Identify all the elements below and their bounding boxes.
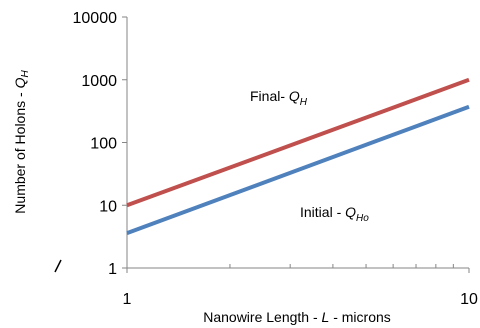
x-tick-label: 1 xyxy=(123,291,132,308)
annotation-final-prefix: Final- xyxy=(250,88,289,104)
x-tick-label: 10 xyxy=(460,291,478,308)
x-axis-title-suffix: - microns xyxy=(329,309,390,325)
x-axis-title-symbol: L xyxy=(322,309,330,325)
annotation-initial-prefix: Initial - xyxy=(300,204,345,220)
y-tick-label: 1000 xyxy=(81,73,117,90)
annotation-final-symbol: Q xyxy=(289,88,300,104)
series-line-final xyxy=(126,77,470,208)
y-tick-label: 10 xyxy=(99,198,117,215)
annotation-final: Final- QH xyxy=(250,88,308,108)
y-axis-title-symbol: Q xyxy=(12,77,28,88)
series-line-initial xyxy=(126,104,470,235)
y-tick-label: 100 xyxy=(90,136,117,153)
annotation-final-subscript: H xyxy=(300,97,308,108)
series-layer xyxy=(126,77,470,235)
stray-mark xyxy=(54,259,62,273)
annotation-initial: Initial - QHo xyxy=(300,204,369,224)
y-axis-title-subscript: H xyxy=(20,70,31,78)
y-axis-title: Number of Holons - QH xyxy=(12,70,31,214)
x-axis-title: Nanowire Length - L - microns xyxy=(203,309,391,325)
annotation-initial-symbol: Q xyxy=(345,204,356,220)
y-tick-label: 1 xyxy=(108,261,117,278)
y-axis-title-prefix: Number of Holons - xyxy=(12,88,28,213)
x-axis-title-prefix: Nanowire Length - xyxy=(203,309,321,325)
annotation-initial-subscript: Ho xyxy=(356,213,369,224)
ticks-layer: 1 10 100 1000 10000 1 10 xyxy=(73,10,479,308)
y-tick-label: 10000 xyxy=(73,10,118,27)
